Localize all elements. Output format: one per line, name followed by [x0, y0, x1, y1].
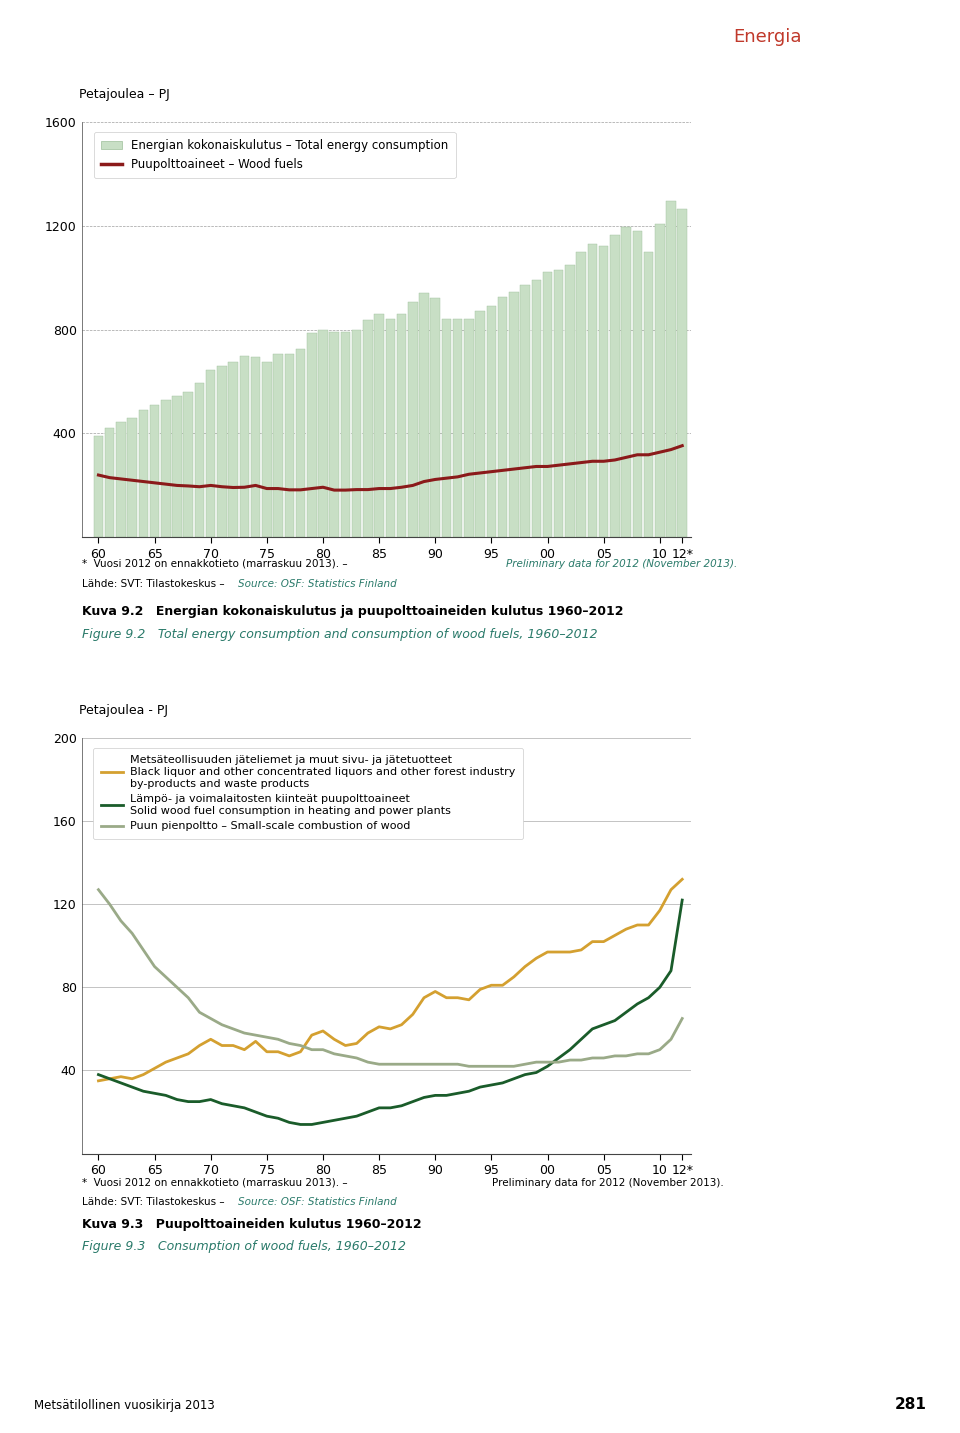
Bar [430, 298, 440, 537]
Bar [396, 314, 406, 537]
Bar [678, 209, 687, 537]
Bar [655, 225, 664, 537]
Bar [262, 363, 272, 537]
Bar [251, 357, 260, 537]
Bar [138, 410, 148, 537]
Bar [128, 418, 137, 537]
Text: Petajoulea - PJ: Petajoulea - PJ [79, 704, 168, 718]
Text: Energia: Energia [733, 29, 802, 46]
Bar [554, 269, 564, 537]
Bar [172, 396, 181, 537]
Bar [240, 355, 250, 537]
Text: Kuva 9.2 Energian kokonaiskulutus ja puupolttoaineiden kulutus 1960–2012: Kuva 9.2 Energian kokonaiskulutus ja puu… [82, 605, 623, 618]
Bar [408, 302, 418, 537]
Bar [576, 252, 586, 537]
Bar [195, 383, 204, 537]
Text: 281: 281 [895, 1397, 926, 1412]
Text: *  Vuosi 2012 on ennakkotieto (marraskuu 2013). –: * Vuosi 2012 on ennakkotieto (marraskuu … [82, 1178, 348, 1188]
Bar [183, 391, 193, 537]
Bar [442, 320, 451, 537]
Bar [150, 406, 159, 537]
Bar [588, 244, 597, 537]
Bar [318, 330, 327, 537]
Bar [307, 334, 317, 537]
Text: Metsätilollinen vuosikirja 2013: Metsätilollinen vuosikirja 2013 [34, 1399, 214, 1412]
Bar [621, 226, 631, 537]
Text: Source: OSF: Statistics Finland: Source: OSF: Statistics Finland [238, 1197, 396, 1207]
Text: Source: OSF: Statistics Finland: Source: OSF: Statistics Finland [238, 579, 396, 589]
Bar [420, 294, 429, 537]
Bar [363, 321, 372, 537]
Bar [206, 370, 215, 537]
Bar [296, 350, 305, 537]
Text: Preliminary data for 2012 (November 2013).: Preliminary data for 2012 (November 2013… [492, 1178, 724, 1188]
Bar [161, 400, 171, 537]
Bar [274, 354, 283, 537]
Text: Petajoulea – PJ: Petajoulea – PJ [79, 87, 169, 100]
Text: Kuva 9.3 Puupolttoaineiden kulutus 1960–2012: Kuva 9.3 Puupolttoaineiden kulutus 1960–… [82, 1218, 421, 1231]
Bar [644, 252, 654, 537]
Text: *  Vuosi 2012 on ennakkotieto (marraskuu 2013). –: * Vuosi 2012 on ennakkotieto (marraskuu … [82, 559, 350, 569]
Bar [498, 297, 508, 537]
Bar [542, 272, 552, 537]
Bar [633, 231, 642, 537]
Bar [374, 314, 384, 537]
Bar [475, 311, 485, 537]
Text: 9: 9 [899, 17, 921, 47]
Bar [116, 421, 126, 537]
Bar [453, 320, 463, 537]
Text: Lähde: SVT: Tilastokeskus –: Lähde: SVT: Tilastokeskus – [82, 579, 228, 589]
Text: Preliminary data for 2012 (November 2013).: Preliminary data for 2012 (November 2013… [506, 559, 737, 569]
Bar [464, 320, 473, 537]
Bar [599, 246, 609, 537]
Text: Lähde: SVT: Tilastokeskus –: Lähde: SVT: Tilastokeskus – [82, 1197, 228, 1207]
Bar [329, 332, 339, 537]
Legend: Energian kokonaiskulutus – Total energy consumption, Puupolttoaineet – Wood fuel: Energian kokonaiskulutus – Total energy … [93, 132, 456, 178]
Bar [611, 235, 619, 537]
Bar [509, 292, 518, 537]
Bar [487, 307, 496, 537]
Bar [105, 428, 114, 537]
Text: Figure 9.2 Total energy consumption and consumption of wood fuels, 1960–2012: Figure 9.2 Total energy consumption and … [82, 628, 597, 641]
Bar [666, 201, 676, 537]
Bar [284, 354, 294, 537]
Bar [565, 265, 575, 537]
Bar [532, 281, 541, 537]
Bar [94, 436, 104, 537]
Bar [217, 365, 227, 537]
Bar [352, 330, 361, 537]
Bar [520, 285, 530, 537]
Bar [386, 320, 396, 537]
Bar [341, 332, 350, 537]
Text: Figure 9.3 Consumption of wood fuels, 1960–2012: Figure 9.3 Consumption of wood fuels, 19… [82, 1240, 406, 1252]
Legend: Metsäteollisuuden jäteliemet ja muut sivu- ja jätetuotteet
Black liquor and othe: Metsäteollisuuden jäteliemet ja muut siv… [93, 748, 523, 840]
Bar [228, 363, 238, 537]
